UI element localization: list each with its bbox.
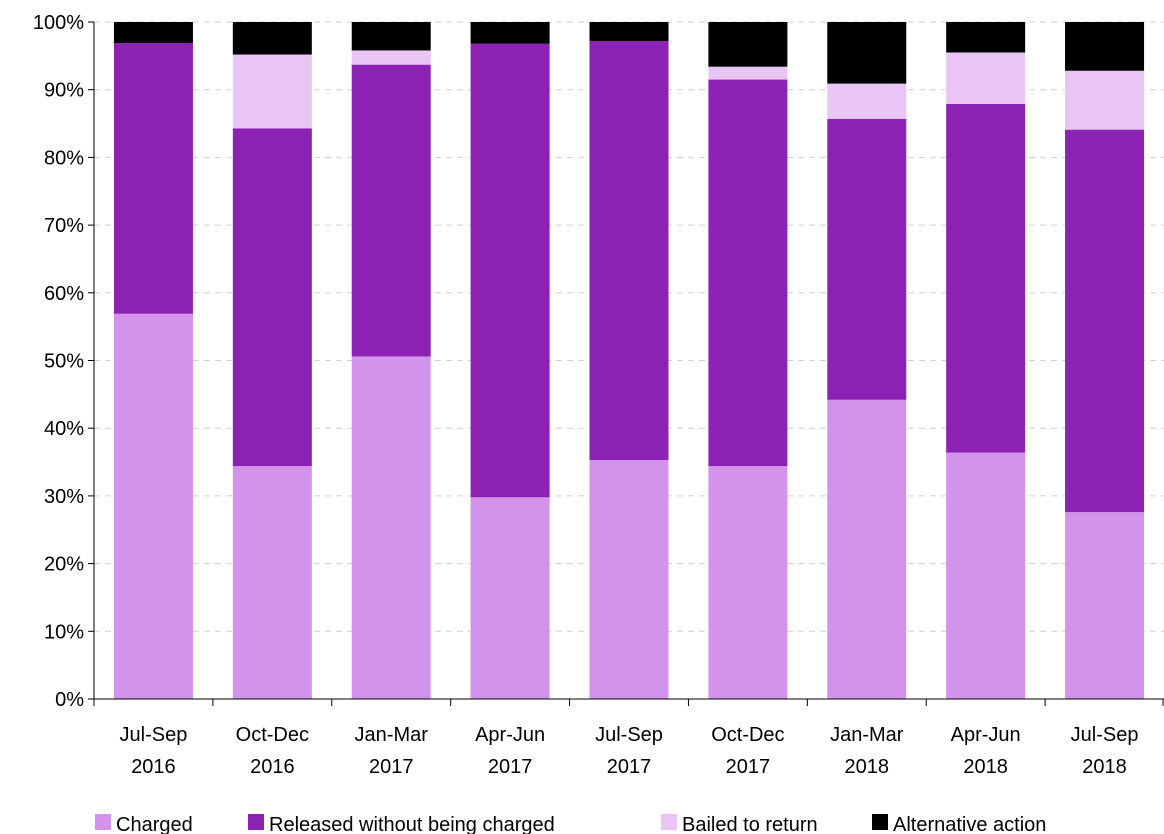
bars	[113, 22, 1145, 699]
x-category-label: 2016	[131, 756, 176, 778]
legend-swatch	[95, 814, 111, 830]
legend-swatch	[872, 814, 888, 830]
bar-segment-released-without-being-charged	[946, 103, 1026, 453]
bar-segment-charged	[827, 399, 907, 699]
x-category-label: Jul-Sep	[1071, 724, 1139, 746]
bar-segment-alternative-action	[232, 22, 312, 55]
y-tick-label: 10%	[44, 621, 84, 643]
x-category-label: 2016	[250, 756, 295, 778]
bar-segment-alternative-action	[946, 22, 1026, 53]
bar-segment-released-without-being-charged	[708, 79, 788, 467]
bar-segment-charged	[470, 497, 550, 699]
bar-segment-charged	[1065, 512, 1145, 699]
bar-segment-charged	[232, 466, 312, 699]
bar-segment-alternative-action	[708, 22, 788, 67]
legend-swatch	[661, 814, 677, 830]
y-tick-label: 20%	[44, 554, 84, 576]
x-category-label: Apr-Jun	[951, 724, 1021, 746]
bar-segment-charged	[351, 356, 431, 699]
legend-label: Alternative action	[893, 814, 1046, 834]
bar-segment-charged	[708, 466, 788, 699]
legend: Charged Released without being charged Bai…	[95, 814, 1046, 834]
x-category-label: Apr-Jun	[475, 724, 545, 746]
bar-segment-bailed-to-return	[827, 83, 907, 119]
bar-segment-released-without-being-charged	[351, 64, 431, 357]
y-tick-label: 0%	[55, 689, 84, 711]
bar-segment-charged	[946, 452, 1026, 699]
x-category-label: 2018	[963, 756, 1008, 778]
axes: 0% 10% 20% 30% 40% 50% 60% 70% 80% 90% 100% Jul-Sep…	[33, 12, 1164, 778]
x-category-label: 2017	[726, 756, 771, 778]
x-category-label: 2017	[488, 756, 533, 778]
bar-segment-released-without-being-charged	[113, 42, 193, 314]
x-category-label: 2018	[1082, 756, 1127, 778]
x-category-label: Oct-Dec	[711, 724, 784, 746]
bar-segment-charged	[113, 313, 193, 699]
legend-label: Released without being charged	[269, 814, 555, 834]
bar-segment-released-without-being-charged	[470, 43, 550, 498]
x-category-label: 2018	[845, 756, 890, 778]
y-tick-label: 60%	[44, 283, 84, 305]
y-tick-label: 90%	[44, 80, 84, 102]
x-category-label: Jan-Mar	[355, 724, 429, 746]
y-tick-label: 100%	[33, 12, 84, 34]
bar-segment-alternative-action	[589, 22, 669, 41]
bar-segment-released-without-being-charged	[1065, 129, 1145, 513]
bar-segment-alternative-action	[470, 22, 550, 44]
x-category-label: Jul-Sep	[120, 724, 188, 746]
y-tick-label: 50%	[44, 351, 84, 373]
bar-segment-bailed-to-return	[351, 50, 431, 65]
y-tick-label: 40%	[44, 418, 84, 440]
y-tick-label: 30%	[44, 486, 84, 508]
bar-segment-bailed-to-return	[1065, 70, 1145, 130]
bar-segment-released-without-being-charged	[589, 40, 669, 461]
y-tick-label: 80%	[44, 147, 84, 169]
bar-segment-bailed-to-return	[708, 66, 788, 80]
bar-segment-released-without-being-charged	[827, 118, 907, 400]
bar-segment-released-without-being-charged	[232, 128, 312, 467]
bar-segment-bailed-to-return	[946, 52, 1026, 104]
x-category-label: 2017	[369, 756, 414, 778]
x-category-label: Jan-Mar	[830, 724, 904, 746]
bar-segment-charged	[589, 460, 669, 699]
legend-swatch	[248, 814, 264, 830]
legend-label: Bailed to return	[682, 814, 818, 834]
bar-segment-alternative-action	[351, 22, 431, 51]
legend-label: Charged	[116, 814, 193, 834]
x-category-label: 2017	[607, 756, 652, 778]
x-category-label: Oct-Dec	[236, 724, 309, 746]
bar-segment-alternative-action	[1065, 22, 1145, 71]
y-tick-label: 70%	[44, 215, 84, 237]
x-category-label: Jul-Sep	[595, 724, 663, 746]
bar-segment-bailed-to-return	[232, 54, 312, 129]
bar-segment-alternative-action	[113, 22, 193, 43]
bar-segment-alternative-action	[827, 22, 907, 84]
